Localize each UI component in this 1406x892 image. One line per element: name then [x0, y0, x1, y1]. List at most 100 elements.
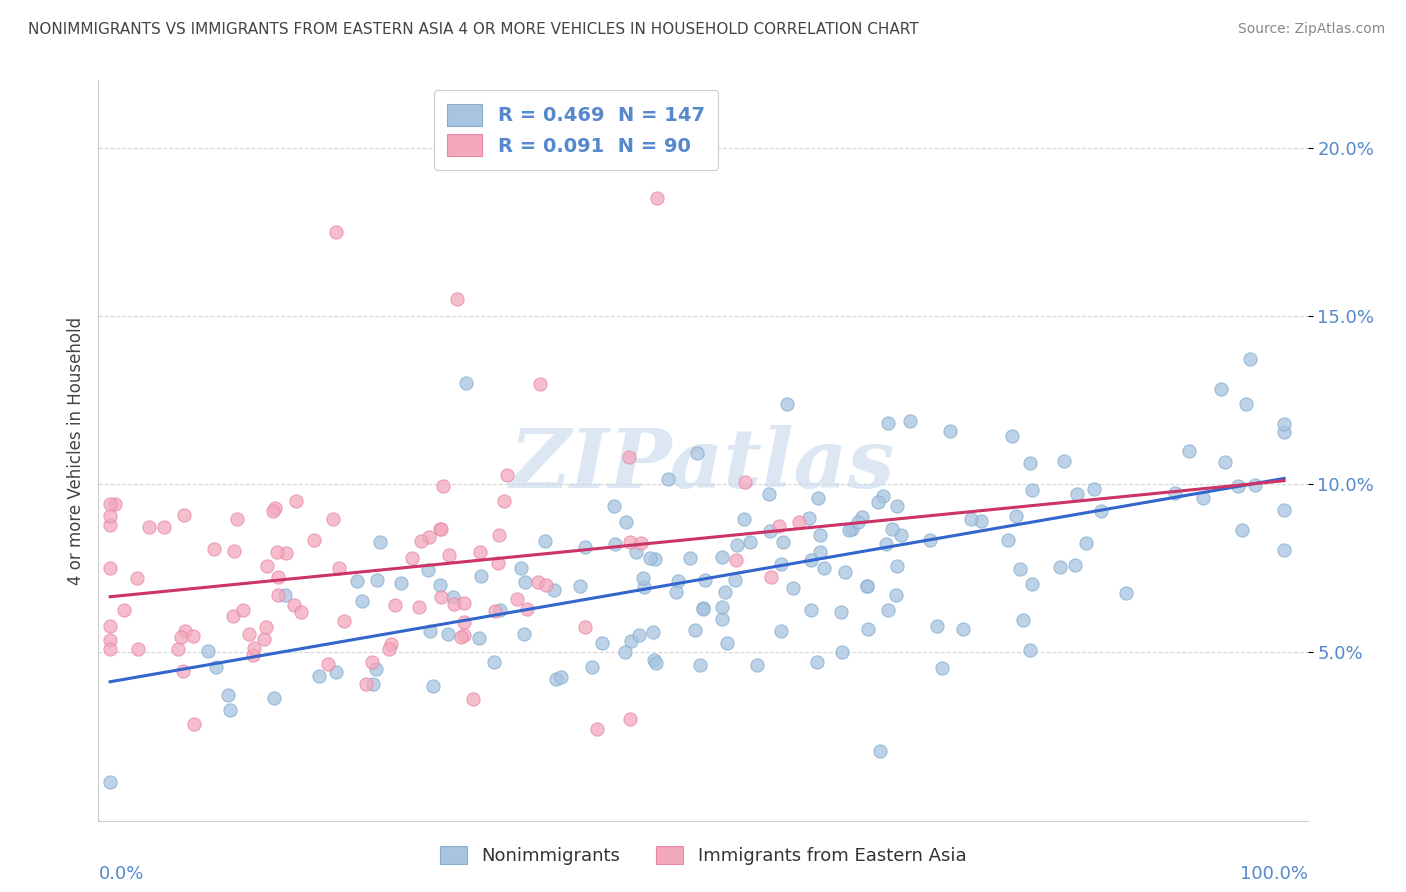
Point: [437, 548, 460, 562]
Point: [1064, 558, 1087, 573]
Point: [1272, 417, 1295, 431]
Point: [931, 661, 953, 675]
Point: [98, 775, 121, 789]
Point: [679, 551, 702, 566]
Point: [468, 631, 491, 645]
Point: [1010, 562, 1032, 576]
Point: [630, 536, 652, 550]
Point: [1163, 486, 1185, 500]
Point: [872, 489, 894, 503]
Point: [274, 589, 297, 603]
Point: [759, 524, 782, 539]
Point: [1191, 491, 1213, 506]
Point: [716, 635, 738, 649]
Point: [683, 623, 706, 637]
Point: [776, 396, 799, 410]
Point: [830, 605, 852, 619]
Point: [1018, 643, 1040, 657]
Point: [104, 497, 127, 511]
Point: [183, 717, 205, 731]
Point: [450, 631, 472, 645]
Point: [846, 515, 869, 529]
Point: [740, 535, 762, 549]
Point: [692, 602, 714, 616]
Point: [98, 561, 121, 575]
Point: [876, 417, 898, 431]
Point: [807, 491, 830, 505]
Point: [782, 581, 804, 595]
Point: [98, 497, 121, 511]
Point: [603, 499, 626, 513]
Point: [603, 537, 626, 551]
Point: [304, 533, 326, 547]
Point: [360, 656, 382, 670]
Point: [806, 655, 828, 669]
Point: [1066, 487, 1088, 501]
Point: [800, 603, 823, 617]
Point: [886, 499, 908, 513]
Point: [1227, 479, 1250, 493]
Point: [513, 627, 536, 641]
Point: [482, 655, 505, 669]
Point: [263, 500, 285, 515]
Point: [808, 528, 831, 542]
Point: [647, 191, 669, 205]
Point: [644, 657, 666, 671]
Point: [290, 605, 312, 619]
Point: [898, 415, 921, 429]
Point: [437, 627, 460, 641]
Point: [939, 424, 962, 438]
Point: [959, 512, 981, 526]
Point: [619, 534, 641, 549]
Point: [734, 475, 756, 489]
Point: [1243, 477, 1265, 491]
Point: [170, 630, 193, 644]
Point: [711, 549, 734, 564]
Point: [380, 637, 402, 651]
Point: [256, 558, 278, 573]
Point: [325, 665, 347, 679]
Point: [429, 522, 451, 536]
Point: [745, 657, 768, 672]
Point: [429, 522, 451, 536]
Point: [529, 376, 551, 391]
Point: [356, 677, 378, 691]
Point: [513, 575, 536, 590]
Point: [759, 570, 782, 584]
Point: [997, 533, 1019, 547]
Point: [713, 585, 735, 599]
Point: [98, 642, 121, 657]
Point: [432, 479, 454, 493]
Point: [453, 628, 475, 642]
Point: [831, 645, 853, 659]
Point: [127, 641, 149, 656]
Point: [1115, 586, 1137, 600]
Point: [733, 512, 755, 526]
Point: [401, 551, 423, 566]
Point: [1021, 483, 1043, 498]
Point: [886, 559, 908, 574]
Y-axis label: 4 or more Vehicles in Household: 4 or more Vehicles in Household: [66, 317, 84, 584]
Point: [378, 641, 401, 656]
Point: [769, 624, 792, 639]
Point: [325, 225, 347, 239]
Point: [1018, 456, 1040, 470]
Point: [125, 570, 148, 584]
Point: [225, 512, 247, 526]
Point: [643, 624, 665, 639]
Point: [443, 598, 465, 612]
Point: [217, 688, 239, 702]
Point: [416, 563, 439, 577]
Point: [510, 561, 533, 575]
Point: [422, 679, 444, 693]
Point: [925, 619, 948, 633]
Point: [409, 534, 432, 549]
Point: [591, 636, 613, 650]
Point: [328, 561, 350, 575]
Point: [841, 522, 863, 536]
Point: [266, 545, 288, 559]
Point: [711, 612, 734, 626]
Point: [725, 538, 748, 552]
Point: [1090, 504, 1112, 518]
Point: [685, 445, 707, 459]
